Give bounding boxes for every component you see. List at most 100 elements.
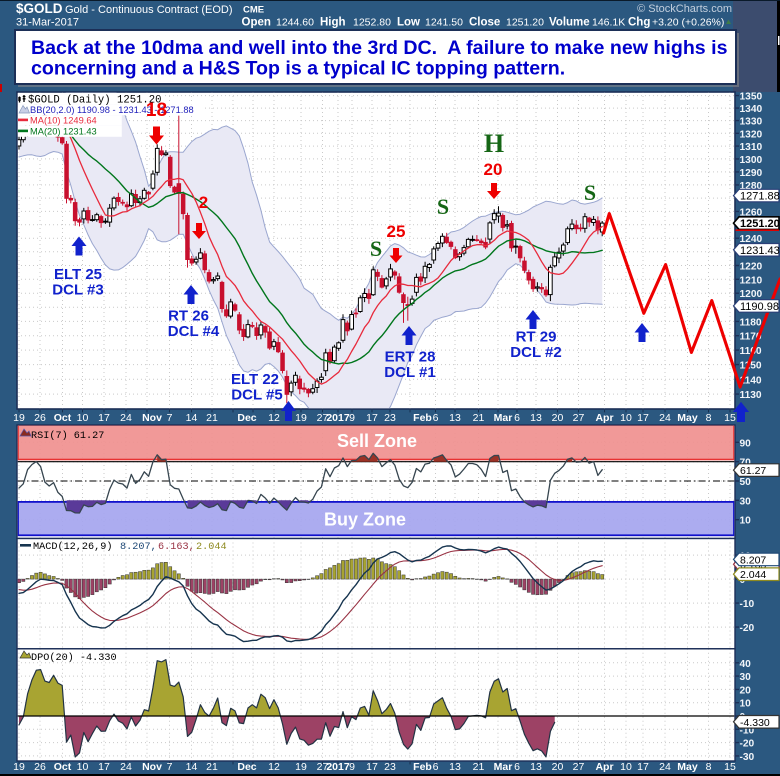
svg-text:Apr: Apr: [595, 412, 613, 424]
svg-text:20: 20: [552, 761, 564, 773]
svg-text:10: 10: [77, 761, 89, 773]
svg-text:6: 6: [514, 412, 520, 424]
svg-text:7: 7: [167, 761, 173, 773]
svg-text:19: 19: [13, 412, 25, 424]
svg-text:MA(20) 1231.43: MA(20) 1231.43: [30, 126, 97, 136]
svg-text:20: 20: [552, 412, 564, 424]
svg-text:MACD(12,26,9): MACD(12,26,9): [33, 541, 112, 553]
svg-text:2.044: 2.044: [196, 542, 227, 553]
svg-text:© StockCharts.com: © StockCharts.com: [637, 3, 732, 15]
svg-text:90: 90: [740, 438, 752, 449]
svg-text:1140: 1140: [740, 375, 762, 386]
svg-text:1271.88: 1271.88: [740, 191, 780, 203]
svg-text:MA(10) 1249.64: MA(10) 1249.64: [30, 115, 97, 125]
svg-text:20: 20: [740, 685, 752, 696]
svg-text:6.163,: 6.163,: [158, 542, 195, 553]
svg-text:30: 30: [740, 672, 752, 683]
svg-text:8.207,: 8.207,: [120, 542, 157, 553]
svg-text:1340: 1340: [740, 104, 763, 115]
svg-text:2.044: 2.044: [740, 569, 766, 581]
svg-text:13: 13: [449, 412, 461, 424]
svg-text:DCL #5: DCL #5: [231, 387, 282, 404]
svg-text:21: 21: [206, 412, 218, 424]
svg-text:RSI(7) 61.27: RSI(7) 61.27: [31, 430, 104, 442]
svg-text:DPO(20) -4.330: DPO(20) -4.330: [31, 652, 117, 664]
svg-text:21: 21: [473, 412, 485, 424]
svg-text:2017: 2017: [326, 412, 350, 424]
svg-text:Oct: Oct: [54, 412, 72, 424]
svg-text:DCL #4: DCL #4: [168, 323, 220, 340]
svg-text:26: 26: [34, 761, 46, 773]
svg-text:-10: -10: [740, 725, 755, 736]
svg-text:H: H: [484, 129, 504, 158]
svg-text:+3.20 (+0.26%): +3.20 (+0.26%): [652, 17, 724, 29]
svg-text:30: 30: [740, 496, 752, 507]
svg-text:1251.20: 1251.20: [506, 17, 544, 29]
svg-text:1280: 1280: [740, 181, 763, 192]
svg-text:ELT 25: ELT 25: [54, 266, 102, 283]
svg-text:146.1K: 146.1K: [592, 17, 625, 29]
svg-text:Open: Open: [242, 17, 271, 29]
svg-text:6: 6: [514, 761, 520, 773]
svg-text:Mar: Mar: [494, 412, 513, 424]
svg-text:31-Mar-2017: 31-Mar-2017: [16, 17, 79, 29]
svg-text:15: 15: [724, 412, 736, 424]
svg-text:20: 20: [484, 160, 503, 179]
svg-text:Low: Low: [397, 17, 420, 29]
svg-text:S: S: [584, 180, 596, 205]
svg-text:1260: 1260: [740, 207, 763, 218]
svg-text:14: 14: [186, 761, 198, 773]
svg-text:40: 40: [740, 659, 752, 670]
svg-text:1290: 1290: [740, 168, 763, 179]
svg-text:DCL #3: DCL #3: [52, 282, 103, 299]
svg-text:1220: 1220: [740, 262, 763, 273]
svg-text:10: 10: [620, 761, 632, 773]
svg-text:1160: 1160: [740, 346, 762, 357]
svg-text:Chg: Chg: [628, 17, 650, 29]
svg-text:17: 17: [366, 761, 378, 773]
svg-text:May: May: [677, 761, 698, 773]
svg-text:1150: 1150: [740, 361, 762, 372]
svg-text:12: 12: [268, 761, 280, 773]
svg-text:9: 9: [349, 761, 355, 773]
svg-text:25: 25: [387, 222, 406, 241]
svg-text:18: 18: [146, 100, 167, 121]
svg-text:1300: 1300: [740, 155, 763, 166]
svg-text:1180: 1180: [740, 317, 762, 328]
svg-text:13: 13: [530, 761, 542, 773]
svg-text:ERT 28: ERT 28: [385, 349, 436, 366]
svg-text:7: 7: [167, 412, 173, 424]
svg-text:DCL #1: DCL #1: [384, 364, 435, 381]
svg-text:Dec: Dec: [237, 761, 256, 773]
svg-text:S: S: [437, 194, 449, 219]
svg-text:19: 19: [295, 761, 307, 773]
svg-text:1190.98: 1190.98: [740, 301, 779, 313]
svg-text:26: 26: [34, 412, 46, 424]
svg-text:$GOLD: $GOLD: [16, 1, 63, 16]
svg-text:10: 10: [77, 412, 89, 424]
svg-text:17: 17: [98, 412, 110, 424]
svg-text:concerning and a H&S Top is a: concerning and a H&S Top is a typical IC…: [31, 58, 565, 80]
svg-text:1310: 1310: [740, 142, 763, 153]
svg-text:17: 17: [366, 412, 378, 424]
svg-text:15: 15: [724, 761, 736, 773]
svg-text:14: 14: [186, 412, 198, 424]
svg-text:Feb: Feb: [413, 761, 432, 773]
svg-text:10: 10: [620, 412, 632, 424]
svg-text:6: 6: [433, 761, 439, 773]
svg-text:ELT 22: ELT 22: [231, 371, 279, 388]
svg-text:24: 24: [120, 761, 132, 773]
svg-text:1200: 1200: [740, 289, 763, 300]
svg-text:High: High: [320, 17, 346, 29]
svg-text:21: 21: [473, 761, 485, 773]
svg-text:19: 19: [295, 412, 307, 424]
svg-text:10: 10: [740, 699, 752, 710]
svg-text:24: 24: [659, 761, 671, 773]
svg-text:61.27: 61.27: [740, 465, 766, 477]
svg-text:1130: 1130: [740, 390, 762, 401]
svg-text:17: 17: [637, 761, 649, 773]
svg-text:Volume: Volume: [549, 17, 590, 29]
svg-text:Sell Zone: Sell Zone: [337, 431, 417, 451]
svg-text:Oct: Oct: [54, 761, 72, 773]
svg-text:1241.50: 1241.50: [425, 17, 463, 29]
